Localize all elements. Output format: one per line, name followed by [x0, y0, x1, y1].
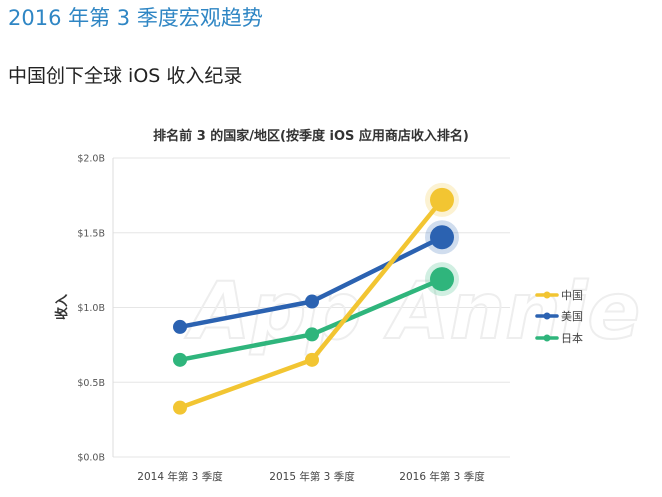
y-tick-label: $1.5B: [77, 228, 105, 239]
x-tick-label: 2015 年第 3 季度: [269, 470, 355, 483]
legend-marker: [543, 334, 551, 342]
data-point: [173, 400, 187, 415]
y-axis-title: 收入: [54, 294, 70, 320]
y-tick-label: $0.0B: [77, 453, 105, 464]
legend-label: 美国: [561, 310, 583, 323]
page-subtitle: 中国创下全球 iOS 收入纪录: [8, 65, 243, 87]
grid-lines: $0.0B $0.5B $1.0B $1.5B $2.0B: [77, 154, 510, 464]
y-tick-label: $2.0B: [77, 154, 105, 165]
data-point: [430, 225, 454, 250]
data-point: [430, 267, 454, 292]
legend-item: 美国: [535, 310, 583, 323]
x-tick-label: 2014 年第 3 季度: [137, 470, 223, 483]
data-point: [305, 327, 319, 342]
data-point: [173, 352, 187, 367]
x-tick-label: 2016 年第 3 季度: [399, 470, 485, 483]
legend-item: 中国: [535, 289, 583, 302]
y-tick-label: $1.0B: [77, 303, 105, 314]
legend-label: 中国: [561, 289, 583, 302]
legend-marker: [543, 291, 551, 299]
legend-item: 日本: [535, 331, 583, 345]
legend-marker: [543, 312, 551, 320]
data-point: [305, 352, 319, 367]
page-title: 2016 年第 3 季度宏观趋势: [8, 6, 263, 30]
series-0: [173, 182, 459, 415]
legend-label: 日本: [561, 331, 583, 345]
chart-title: 排名前 3 的国家/地区(按季度 iOS 应用商店收入排名): [153, 128, 469, 144]
series-1: [173, 220, 459, 334]
data-point: [305, 294, 319, 309]
series-2: [173, 262, 459, 367]
data-point: [173, 319, 187, 334]
data-point: [430, 187, 454, 212]
y-tick-label: $0.5B: [77, 378, 105, 389]
